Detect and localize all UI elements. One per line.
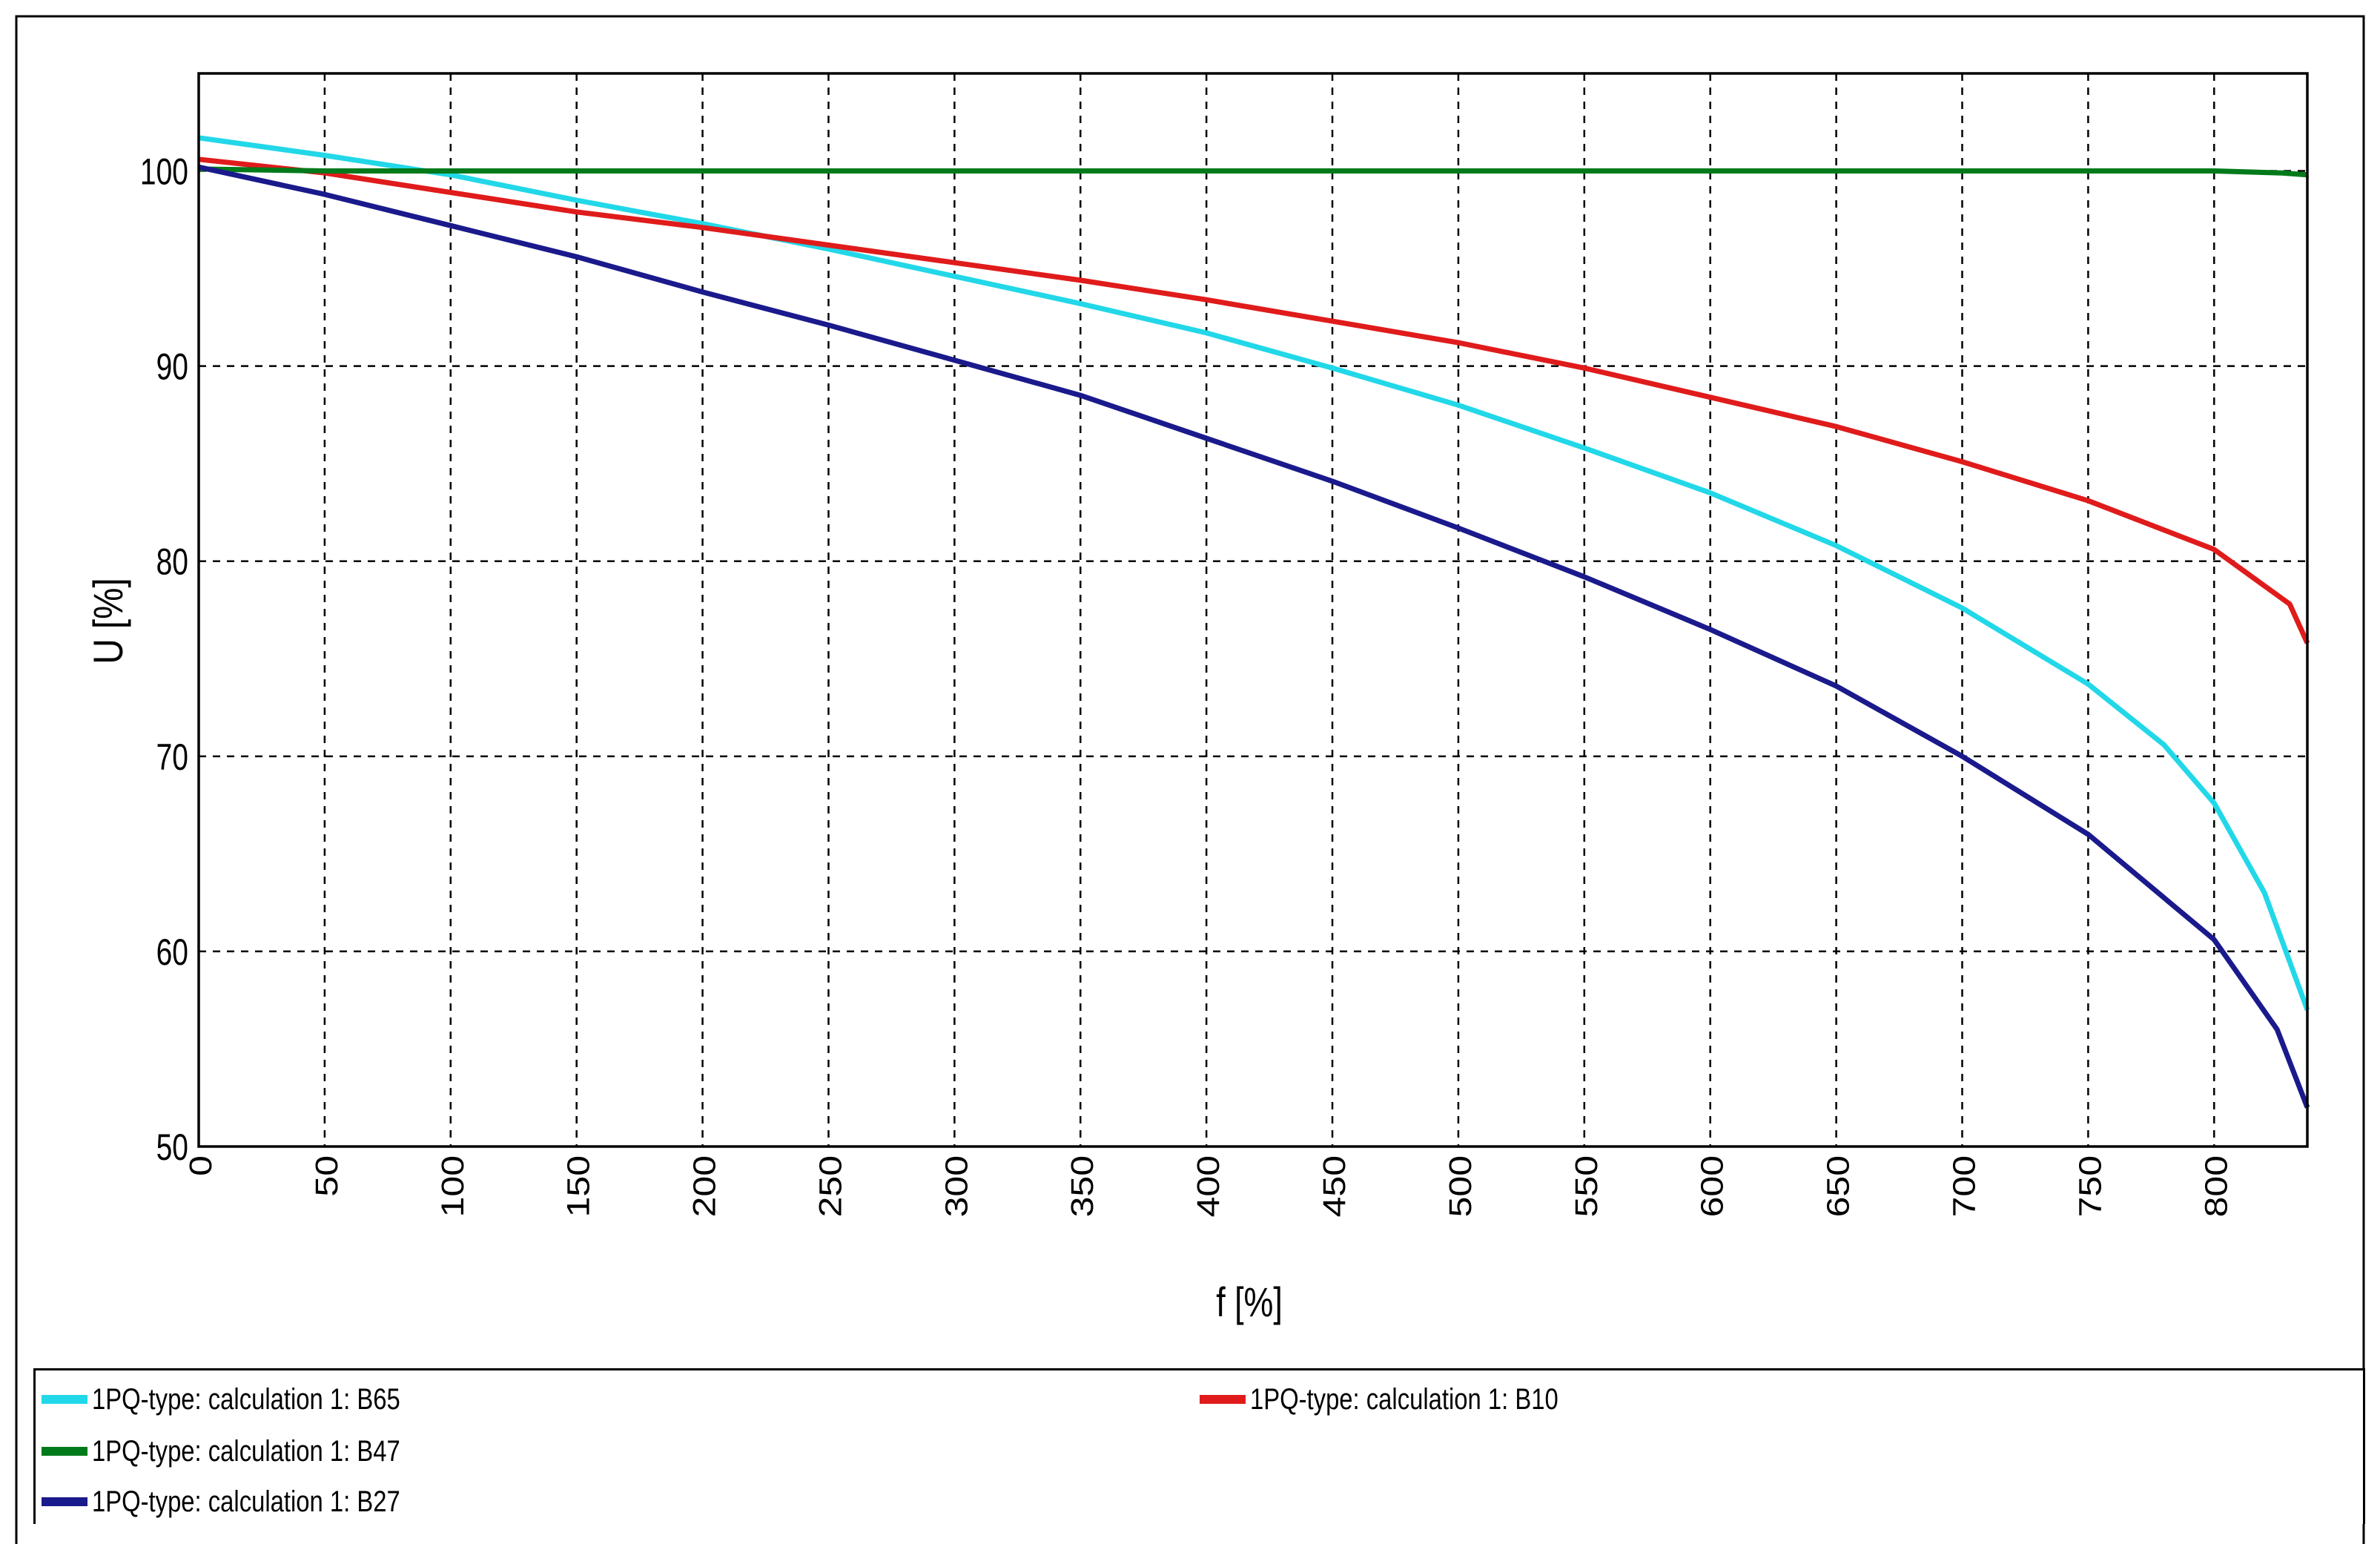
x-tick-label: 650 xyxy=(1820,1155,1856,1217)
x-tick-label: 100 xyxy=(434,1155,470,1217)
x-tick-label: 450 xyxy=(1317,1155,1352,1217)
x-tick-label: 350 xyxy=(1065,1155,1100,1217)
x-tick-label: 600 xyxy=(1694,1155,1730,1217)
y-tick-label: 100 xyxy=(140,151,188,193)
y-tick-label: 90 xyxy=(156,346,188,388)
x-tick-label: 750 xyxy=(2072,1155,2108,1217)
series-line-1 xyxy=(198,156,2310,644)
legend-label-b10: 1PQ-type: calculation 1: B10 xyxy=(1250,1382,1558,1416)
legend-entry-b27: 1PQ-type: calculation 1: B27 xyxy=(42,1479,468,1525)
series-line-2 xyxy=(198,166,2308,178)
x-tick-label: 500 xyxy=(1442,1155,1478,1217)
plot-border xyxy=(197,72,2309,1148)
x-tick-label: 700 xyxy=(1946,1155,1982,1217)
legend: 1PQ-type: calculation 1: B65 1PQ-type: c… xyxy=(33,1368,2365,1524)
y-axis-label: U [%] xyxy=(85,578,131,664)
x-tick-label: 200 xyxy=(687,1155,722,1217)
x-tick-label: 300 xyxy=(939,1155,974,1217)
y-tick-label: 80 xyxy=(156,541,188,583)
x-tick-label: 150 xyxy=(561,1155,596,1217)
y-tick-label: 50 xyxy=(156,1126,188,1168)
legend-entry-b10: 1PQ-type: calculation 1: B10 xyxy=(1200,1376,1626,1422)
x-tick-label: 250 xyxy=(813,1155,848,1217)
legend-label-b65: 1PQ-type: calculation 1: B65 xyxy=(92,1382,400,1416)
y-tick-label: 60 xyxy=(156,931,188,973)
legend-entry-b65: 1PQ-type: calculation 1: B65 xyxy=(42,1376,468,1422)
x-tick-label: 400 xyxy=(1191,1155,1226,1217)
legend-label-b27: 1PQ-type: calculation 1: B27 xyxy=(92,1485,400,1518)
legend-swatch-b27 xyxy=(42,1497,87,1506)
x-axis-label: f [%] xyxy=(1216,1279,1283,1325)
legend-swatch-b10 xyxy=(1200,1395,1246,1404)
plot-area xyxy=(199,73,2307,1147)
x-tick-label: 0 xyxy=(183,1155,219,1176)
x-tick-label: 800 xyxy=(2198,1155,2234,1217)
legend-entry-b47: 1PQ-type: calculation 1: B47 xyxy=(42,1428,468,1474)
series-line-3 xyxy=(198,164,2310,1109)
y-tick-label: 70 xyxy=(156,736,188,778)
series-line-0 xyxy=(198,135,2310,1012)
legend-swatch-b65 xyxy=(42,1395,87,1404)
x-tick-label: 50 xyxy=(308,1155,344,1197)
legend-swatch-b47 xyxy=(42,1447,87,1456)
x-tick-label: 550 xyxy=(1568,1155,1604,1217)
outer-frame xyxy=(15,15,2365,1544)
legend-label-b47: 1PQ-type: calculation 1: B47 xyxy=(92,1434,400,1468)
